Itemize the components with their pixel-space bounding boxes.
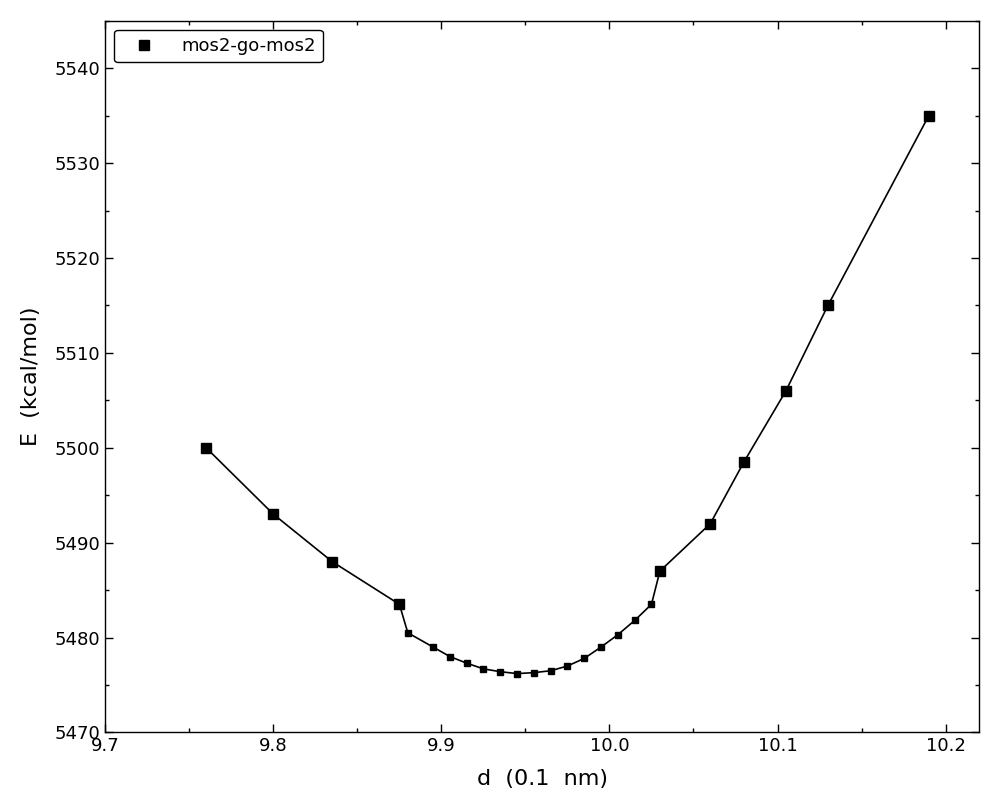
mos2-go-mos2 <box>738 457 750 467</box>
mos2-go-mos2 <box>822 301 834 310</box>
Line: mos2-go-mos2: mos2-go-mos2 <box>201 111 934 609</box>
mos2-go-mos2 <box>704 519 716 529</box>
mos2-go-mos2 <box>654 566 666 576</box>
mos2-go-mos2 <box>393 599 405 609</box>
mos2-go-mos2 <box>200 443 212 453</box>
Legend: mos2-go-mos2: mos2-go-mos2 <box>114 30 323 62</box>
X-axis label: d  (0.1  nm): d (0.1 nm) <box>477 770 608 789</box>
Y-axis label: E  (kcal/mol): E (kcal/mol) <box>21 307 41 446</box>
mos2-go-mos2 <box>326 556 338 566</box>
mos2-go-mos2 <box>267 509 279 519</box>
mos2-go-mos2 <box>923 111 935 121</box>
mos2-go-mos2 <box>780 386 792 396</box>
